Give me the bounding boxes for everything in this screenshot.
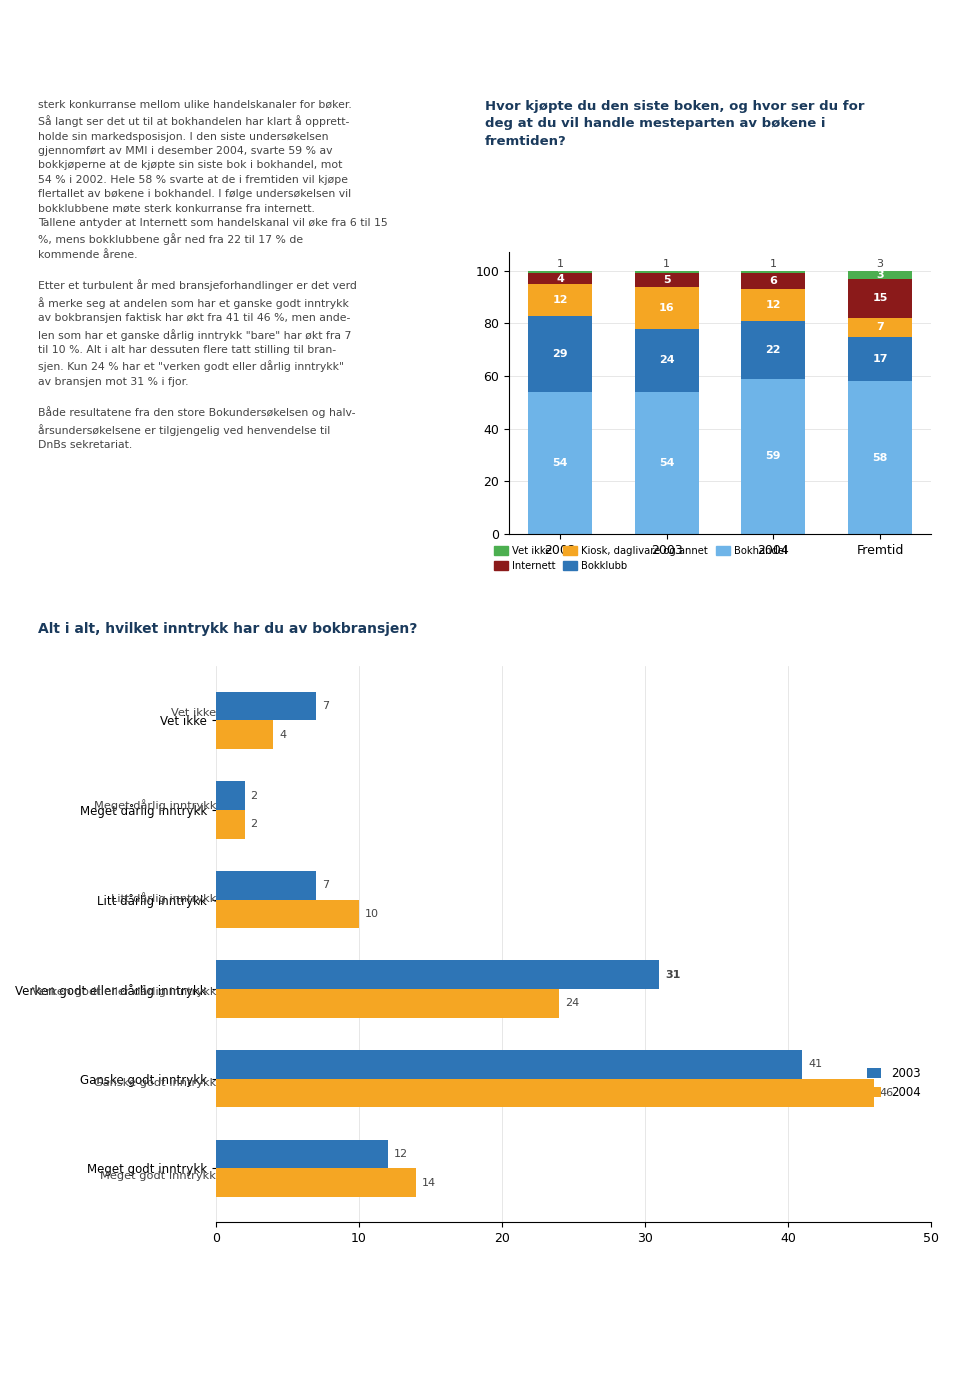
Text: 54: 54 bbox=[659, 457, 675, 468]
Legend: 2003, 2004: 2003, 2004 bbox=[862, 1063, 925, 1103]
Bar bbox=[216, 809, 245, 839]
Text: Meget godt inntrykk: Meget godt inntrykk bbox=[100, 1171, 216, 1181]
Text: 4: 4 bbox=[279, 729, 286, 740]
Text: Meget dårlig inntrykk: Meget dårlig inntrykk bbox=[93, 800, 216, 811]
Bar bbox=[528, 392, 592, 534]
Text: 24: 24 bbox=[659, 355, 675, 366]
Text: 3: 3 bbox=[876, 259, 883, 269]
Text: 7: 7 bbox=[876, 323, 884, 333]
Text: 12: 12 bbox=[394, 1149, 407, 1159]
Text: 54: 54 bbox=[552, 457, 567, 468]
Text: 16: 16 bbox=[659, 302, 675, 313]
Bar bbox=[848, 337, 912, 381]
Bar bbox=[635, 328, 699, 392]
Text: 4: 4 bbox=[556, 273, 564, 284]
Text: sterk konkurranse mellom ulike handelskanaler for bøker.
Så langt ser det ut til: sterk konkurranse mellom ulike handelska… bbox=[38, 100, 388, 450]
Bar bbox=[741, 290, 805, 320]
Bar bbox=[216, 1139, 388, 1168]
Text: 1: 1 bbox=[770, 259, 777, 269]
Bar bbox=[635, 392, 699, 534]
Bar bbox=[741, 320, 805, 378]
Text: 7: 7 bbox=[322, 701, 329, 711]
Text: 10: 10 bbox=[365, 909, 379, 919]
Text: 14: 14 bbox=[422, 1178, 436, 1188]
Bar bbox=[848, 381, 912, 534]
Text: 12: 12 bbox=[765, 299, 781, 310]
Bar bbox=[528, 316, 592, 392]
Bar bbox=[528, 270, 592, 273]
Bar bbox=[848, 319, 912, 337]
Bar bbox=[635, 270, 699, 273]
Bar bbox=[635, 287, 699, 328]
Text: 2: 2 bbox=[251, 790, 257, 801]
Bar bbox=[216, 1168, 417, 1198]
Text: 12: 12 bbox=[552, 295, 567, 305]
Text: ÅRSBERETNING OG REGNSKAP 2004: ÅRSBERETNING OG REGNSKAP 2004 bbox=[374, 1354, 586, 1365]
Text: 29: 29 bbox=[552, 349, 567, 359]
Bar bbox=[635, 273, 699, 287]
Text: 15: 15 bbox=[873, 294, 888, 304]
Bar bbox=[741, 378, 805, 534]
Text: Litt dårlig inntrykk: Litt dårlig inntrykk bbox=[110, 893, 216, 904]
Text: 31: 31 bbox=[665, 970, 681, 980]
Text: 22: 22 bbox=[765, 345, 781, 355]
Text: 58: 58 bbox=[873, 453, 888, 463]
Bar bbox=[216, 692, 316, 721]
Legend: Vet ikke, Internett, Kiosk, daglivare og annet, Bokklubb, Bokhandel: Vet ikke, Internett, Kiosk, daglivare og… bbox=[490, 542, 791, 575]
Bar bbox=[741, 273, 805, 290]
Text: Vet ikke: Vet ikke bbox=[171, 708, 216, 718]
Text: 5: 5 bbox=[662, 274, 670, 286]
Bar bbox=[216, 990, 560, 1017]
Bar bbox=[216, 960, 660, 990]
Bar bbox=[528, 284, 592, 316]
Text: 7: 7 bbox=[322, 880, 329, 890]
Text: 1: 1 bbox=[663, 259, 670, 269]
Bar bbox=[528, 273, 592, 284]
Text: 59: 59 bbox=[765, 452, 781, 462]
Bar bbox=[216, 870, 316, 900]
Text: 46: 46 bbox=[879, 1088, 894, 1098]
Bar bbox=[216, 1078, 874, 1107]
Text: 1: 1 bbox=[557, 259, 564, 269]
Text: 2: 2 bbox=[251, 819, 257, 829]
Bar bbox=[848, 270, 912, 279]
Text: 6: 6 bbox=[769, 276, 778, 287]
Bar bbox=[216, 721, 274, 748]
Bar bbox=[848, 279, 912, 319]
Text: 41: 41 bbox=[808, 1059, 823, 1070]
Text: Verken godt eller dårlig inntrykk: Verken godt eller dårlig inntrykk bbox=[32, 984, 216, 997]
Text: 24: 24 bbox=[565, 998, 579, 1009]
Text: 3: 3 bbox=[876, 270, 884, 280]
Bar bbox=[216, 1051, 803, 1078]
Text: 17: 17 bbox=[873, 353, 888, 365]
Bar bbox=[741, 270, 805, 273]
Text: Hvor kjøpte du den siste boken, og hvor ser du for
deg at du vil handle mestepar: Hvor kjøpte du den siste boken, og hvor … bbox=[485, 100, 864, 148]
Text: 13: 13 bbox=[911, 28, 936, 44]
Text: Ganske godt inntrykk: Ganske godt inntrykk bbox=[94, 1078, 216, 1088]
Bar bbox=[216, 782, 245, 809]
Text: Alt i alt, hvilket inntrykk har du av bokbransjen?: Alt i alt, hvilket inntrykk har du av bo… bbox=[38, 622, 418, 636]
Bar bbox=[216, 900, 359, 929]
